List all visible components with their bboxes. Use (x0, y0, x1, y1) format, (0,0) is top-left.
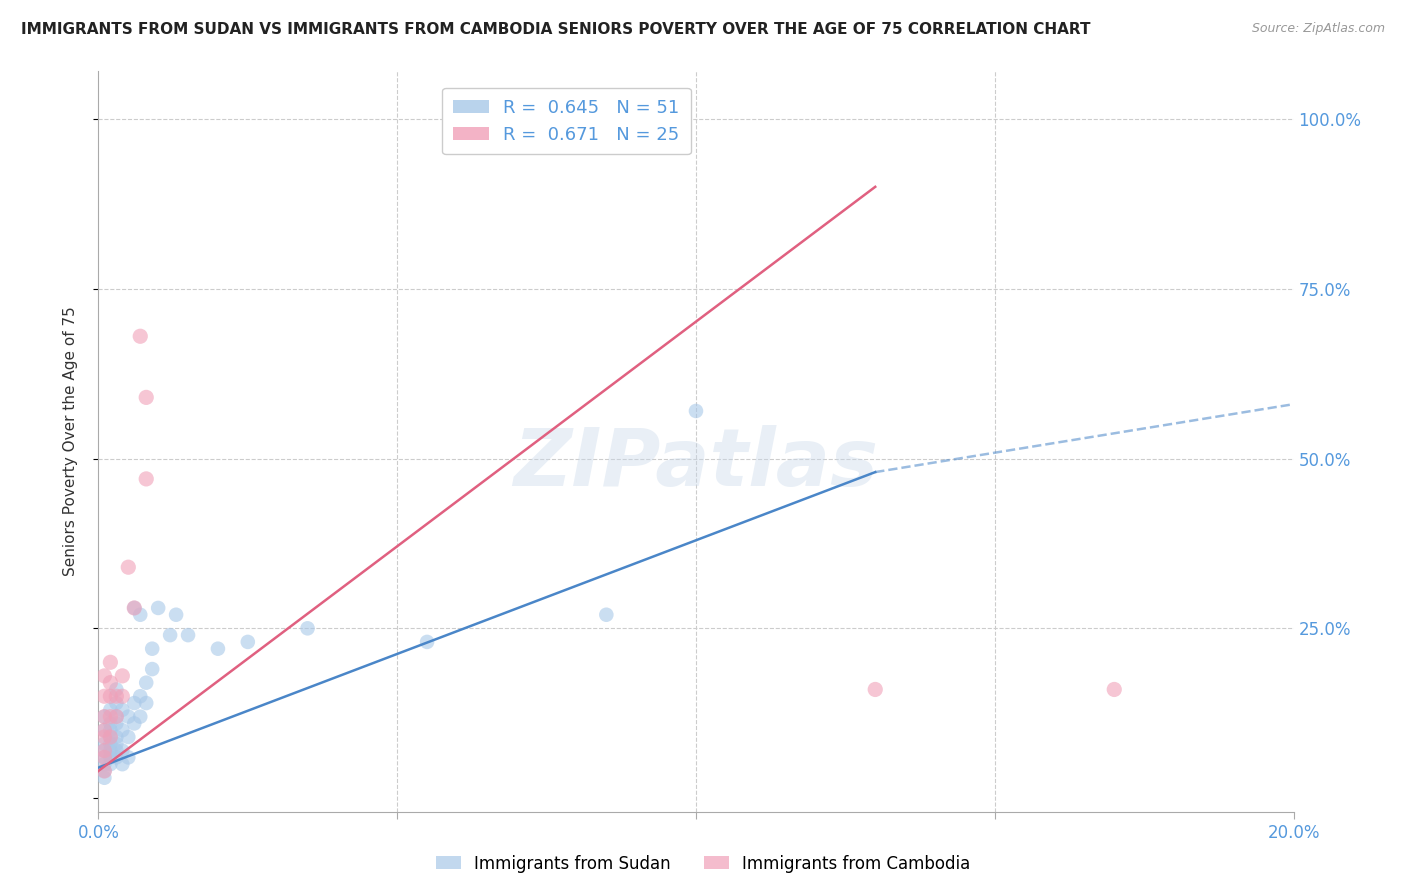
Point (236, 635, 259, 649)
Point (129, 329, 152, 343)
Point (177, 628, 200, 642)
Point (117, 560, 139, 574)
Point (105, 730, 128, 744)
Point (98, 737, 122, 751)
Point (93, 730, 115, 744)
Point (159, 628, 181, 642)
Point (98, 675, 122, 690)
Point (93, 709, 115, 723)
Point (141, 662, 163, 676)
Point (111, 690, 134, 704)
Point (93, 743, 115, 757)
Text: Source: ZipAtlas.com: Source: ZipAtlas.com (1251, 22, 1385, 36)
Text: IMMIGRANTS FROM SUDAN VS IMMIGRANTS FROM CAMBODIA SENIORS POVERTY OVER THE AGE O: IMMIGRANTS FROM SUDAN VS IMMIGRANTS FROM… (21, 22, 1091, 37)
Legend: R =  0.645   N = 51, R =  0.671   N = 25: R = 0.645 N = 51, R = 0.671 N = 25 (441, 87, 690, 154)
Point (124, 601, 146, 615)
Point (506, 112, 529, 126)
Point (129, 709, 152, 723)
Point (93, 743, 115, 757)
Point (111, 703, 134, 717)
Legend: Immigrants from Sudan, Immigrants from Cambodia: Immigrants from Sudan, Immigrants from C… (429, 848, 977, 880)
Point (135, 696, 157, 710)
Y-axis label: Seniors Poverty Over the Age of 75: Seniors Poverty Over the Age of 75 (63, 307, 77, 576)
Point (105, 709, 128, 723)
Point (105, 709, 128, 723)
Point (93, 750, 115, 764)
Point (105, 696, 128, 710)
Point (105, 750, 128, 764)
Point (124, 716, 146, 731)
Point (129, 690, 152, 704)
Point (105, 743, 128, 757)
Point (124, 696, 146, 710)
Point (98, 690, 122, 704)
Point (416, 635, 439, 649)
Point (117, 709, 139, 723)
Point (111, 723, 134, 738)
Point (105, 690, 128, 704)
Point (117, 750, 139, 764)
Point (865, 682, 887, 697)
Point (98, 723, 122, 738)
Point (93, 709, 115, 723)
Point (105, 682, 128, 697)
Point (93, 764, 115, 778)
Point (93, 690, 115, 704)
Point (595, 607, 617, 622)
Point (98, 655, 122, 669)
Point (93, 723, 115, 738)
Point (685, 404, 707, 418)
Text: ZIPatlas: ZIPatlas (513, 425, 879, 503)
Point (98, 750, 122, 764)
Point (98, 743, 122, 757)
Point (135, 675, 157, 690)
Point (135, 472, 157, 486)
Point (1104, 682, 1126, 697)
Point (98, 709, 122, 723)
Point (129, 607, 152, 622)
Point (93, 723, 115, 738)
Point (98, 757, 122, 772)
Point (117, 730, 139, 744)
Point (165, 607, 187, 622)
Point (111, 743, 134, 757)
Point (93, 737, 115, 751)
Point (93, 757, 115, 772)
Point (93, 771, 115, 785)
Point (93, 764, 115, 778)
Point (141, 641, 163, 656)
Point (93, 750, 115, 764)
Point (93, 669, 115, 683)
Point (135, 391, 157, 405)
Point (297, 621, 319, 635)
Point (111, 757, 134, 772)
Point (124, 601, 146, 615)
Point (105, 716, 128, 731)
Point (98, 703, 122, 717)
Point (148, 601, 170, 615)
Point (105, 737, 128, 751)
Point (111, 669, 134, 683)
Point (98, 730, 122, 744)
Point (98, 716, 122, 731)
Point (98, 730, 122, 744)
Point (207, 641, 229, 656)
